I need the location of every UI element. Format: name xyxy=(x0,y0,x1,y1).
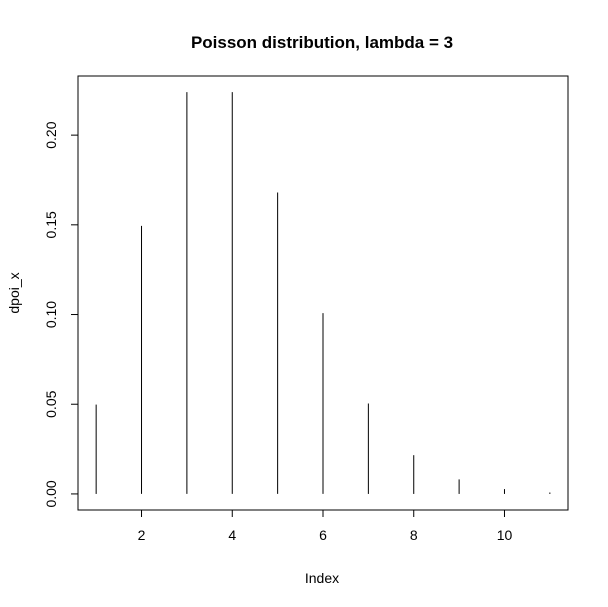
x-axis: 2 4 6 8 10 xyxy=(138,509,513,543)
y-tick-label: 0.15 xyxy=(43,211,59,238)
y-tick-label: 0.05 xyxy=(43,390,59,417)
y-tick-label: 0.10 xyxy=(43,301,59,328)
x-tick-label: 10 xyxy=(497,527,513,543)
bars-group xyxy=(95,92,551,494)
x-tick-label: 2 xyxy=(138,527,146,543)
x-tick-label: 6 xyxy=(319,527,327,543)
chart-title: Poisson distribution, lambda = 3 xyxy=(191,33,453,52)
x-tick-label: 4 xyxy=(228,527,236,543)
y-axis-label: dpoi_x xyxy=(6,272,22,313)
x-tick-label: 8 xyxy=(410,527,418,543)
y-tick-label: 0.20 xyxy=(43,121,59,148)
y-axis: 0.00 0.05 0.10 0.15 0.20 xyxy=(43,121,79,508)
y-tick-label: 0.00 xyxy=(43,480,59,507)
x-axis-label: Index xyxy=(305,570,339,586)
